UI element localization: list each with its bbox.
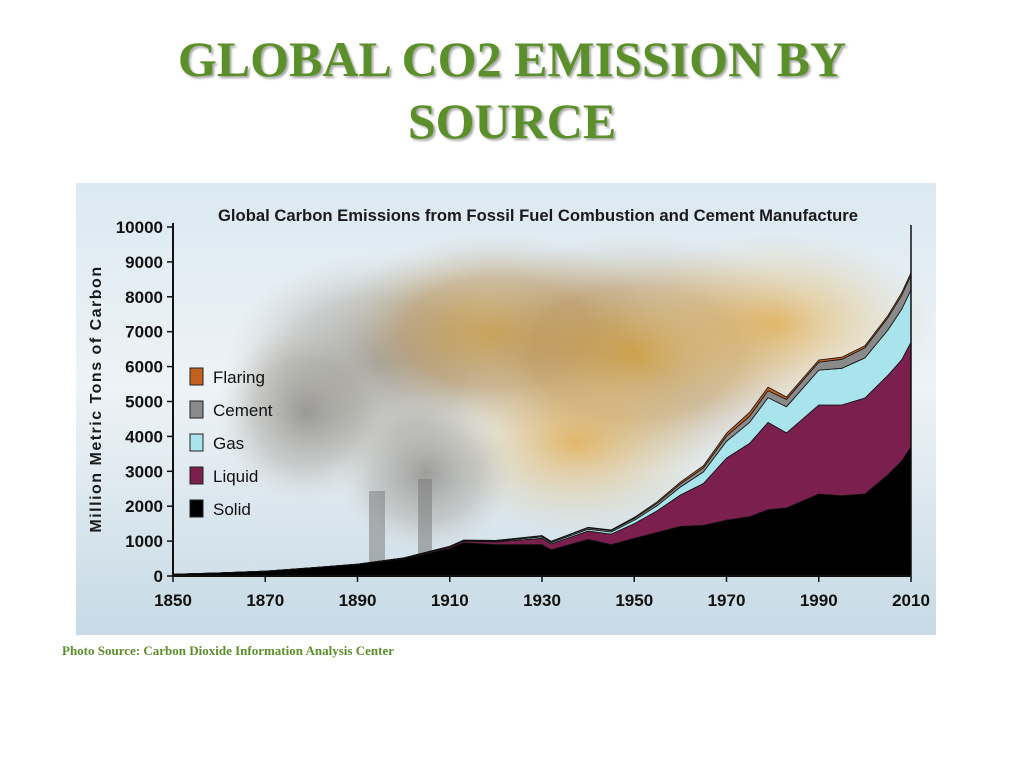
x-tick-label: 1870 [246, 591, 284, 610]
slide-title-line-1: GLOBAL CO2 EMISSION BY [177, 31, 847, 87]
y-tick-label: 6000 [125, 358, 163, 377]
x-tick-label: 1950 [615, 591, 653, 610]
x-tick-label: 2010 [892, 591, 930, 610]
legend-swatch-cement [189, 400, 204, 419]
smoke-backdrop [216, 233, 936, 571]
chart-title: Global Carbon Emissions from Fossil Fuel… [218, 206, 858, 225]
y-tick-label: 1000 [125, 532, 163, 551]
slide-title-line-2: SOURCE [407, 93, 617, 149]
x-tick-label: 1850 [154, 591, 192, 610]
legend-label-liquid: Liquid [213, 467, 258, 486]
x-tick-label: 1970 [708, 591, 746, 610]
y-tick-label: 3000 [125, 462, 163, 481]
y-tick-label: 0 [154, 567, 163, 586]
legend-label-cement: Cement [213, 401, 273, 420]
y-tick-label: 5000 [125, 393, 163, 412]
y-tick-label: 7000 [125, 323, 163, 342]
y-tick-label: 10000 [116, 218, 163, 237]
y-axis-label: Million Metric Tons of Carbon [88, 265, 105, 532]
y-tick-label: 8000 [125, 288, 163, 307]
legend-swatch-flaring [189, 367, 204, 386]
chart-legend: Flaring Cement Gas Liquid Solid [189, 367, 273, 519]
x-tick-label: 1930 [523, 591, 561, 610]
chart-figure: 0 1000 2000 3000 4000 5000 6000 7000 8000 9000 100… [76, 183, 936, 635]
legend-label-flaring: Flaring [213, 368, 265, 387]
legend-swatch-gas [189, 433, 204, 452]
legend-label-gas: Gas [213, 434, 244, 453]
x-tick-label: 1890 [339, 591, 377, 610]
legend-swatch-liquid [189, 466, 204, 485]
chart-axes: 0 1000 2000 3000 4000 5000 6000 7000 8000 9000 100… [116, 218, 930, 610]
photo-source-note: Photo Source: Carbon Dioxide Information… [62, 643, 394, 658]
legend-swatch-solid [189, 499, 204, 518]
y-tick-label: 4000 [125, 427, 163, 446]
x-tick-label: 1910 [431, 591, 469, 610]
emissions-chart: 0 1000 2000 3000 4000 5000 6000 7000 8000 9000 100… [76, 183, 936, 635]
y-tick-label: 2000 [125, 497, 163, 516]
x-tick-label: 1990 [800, 591, 838, 610]
y-tick-label: 9000 [125, 253, 163, 272]
slide-title: GLOBAL CO2 EMISSION BY SOURCE [0, 28, 1024, 152]
legend-label-solid: Solid [213, 500, 251, 519]
